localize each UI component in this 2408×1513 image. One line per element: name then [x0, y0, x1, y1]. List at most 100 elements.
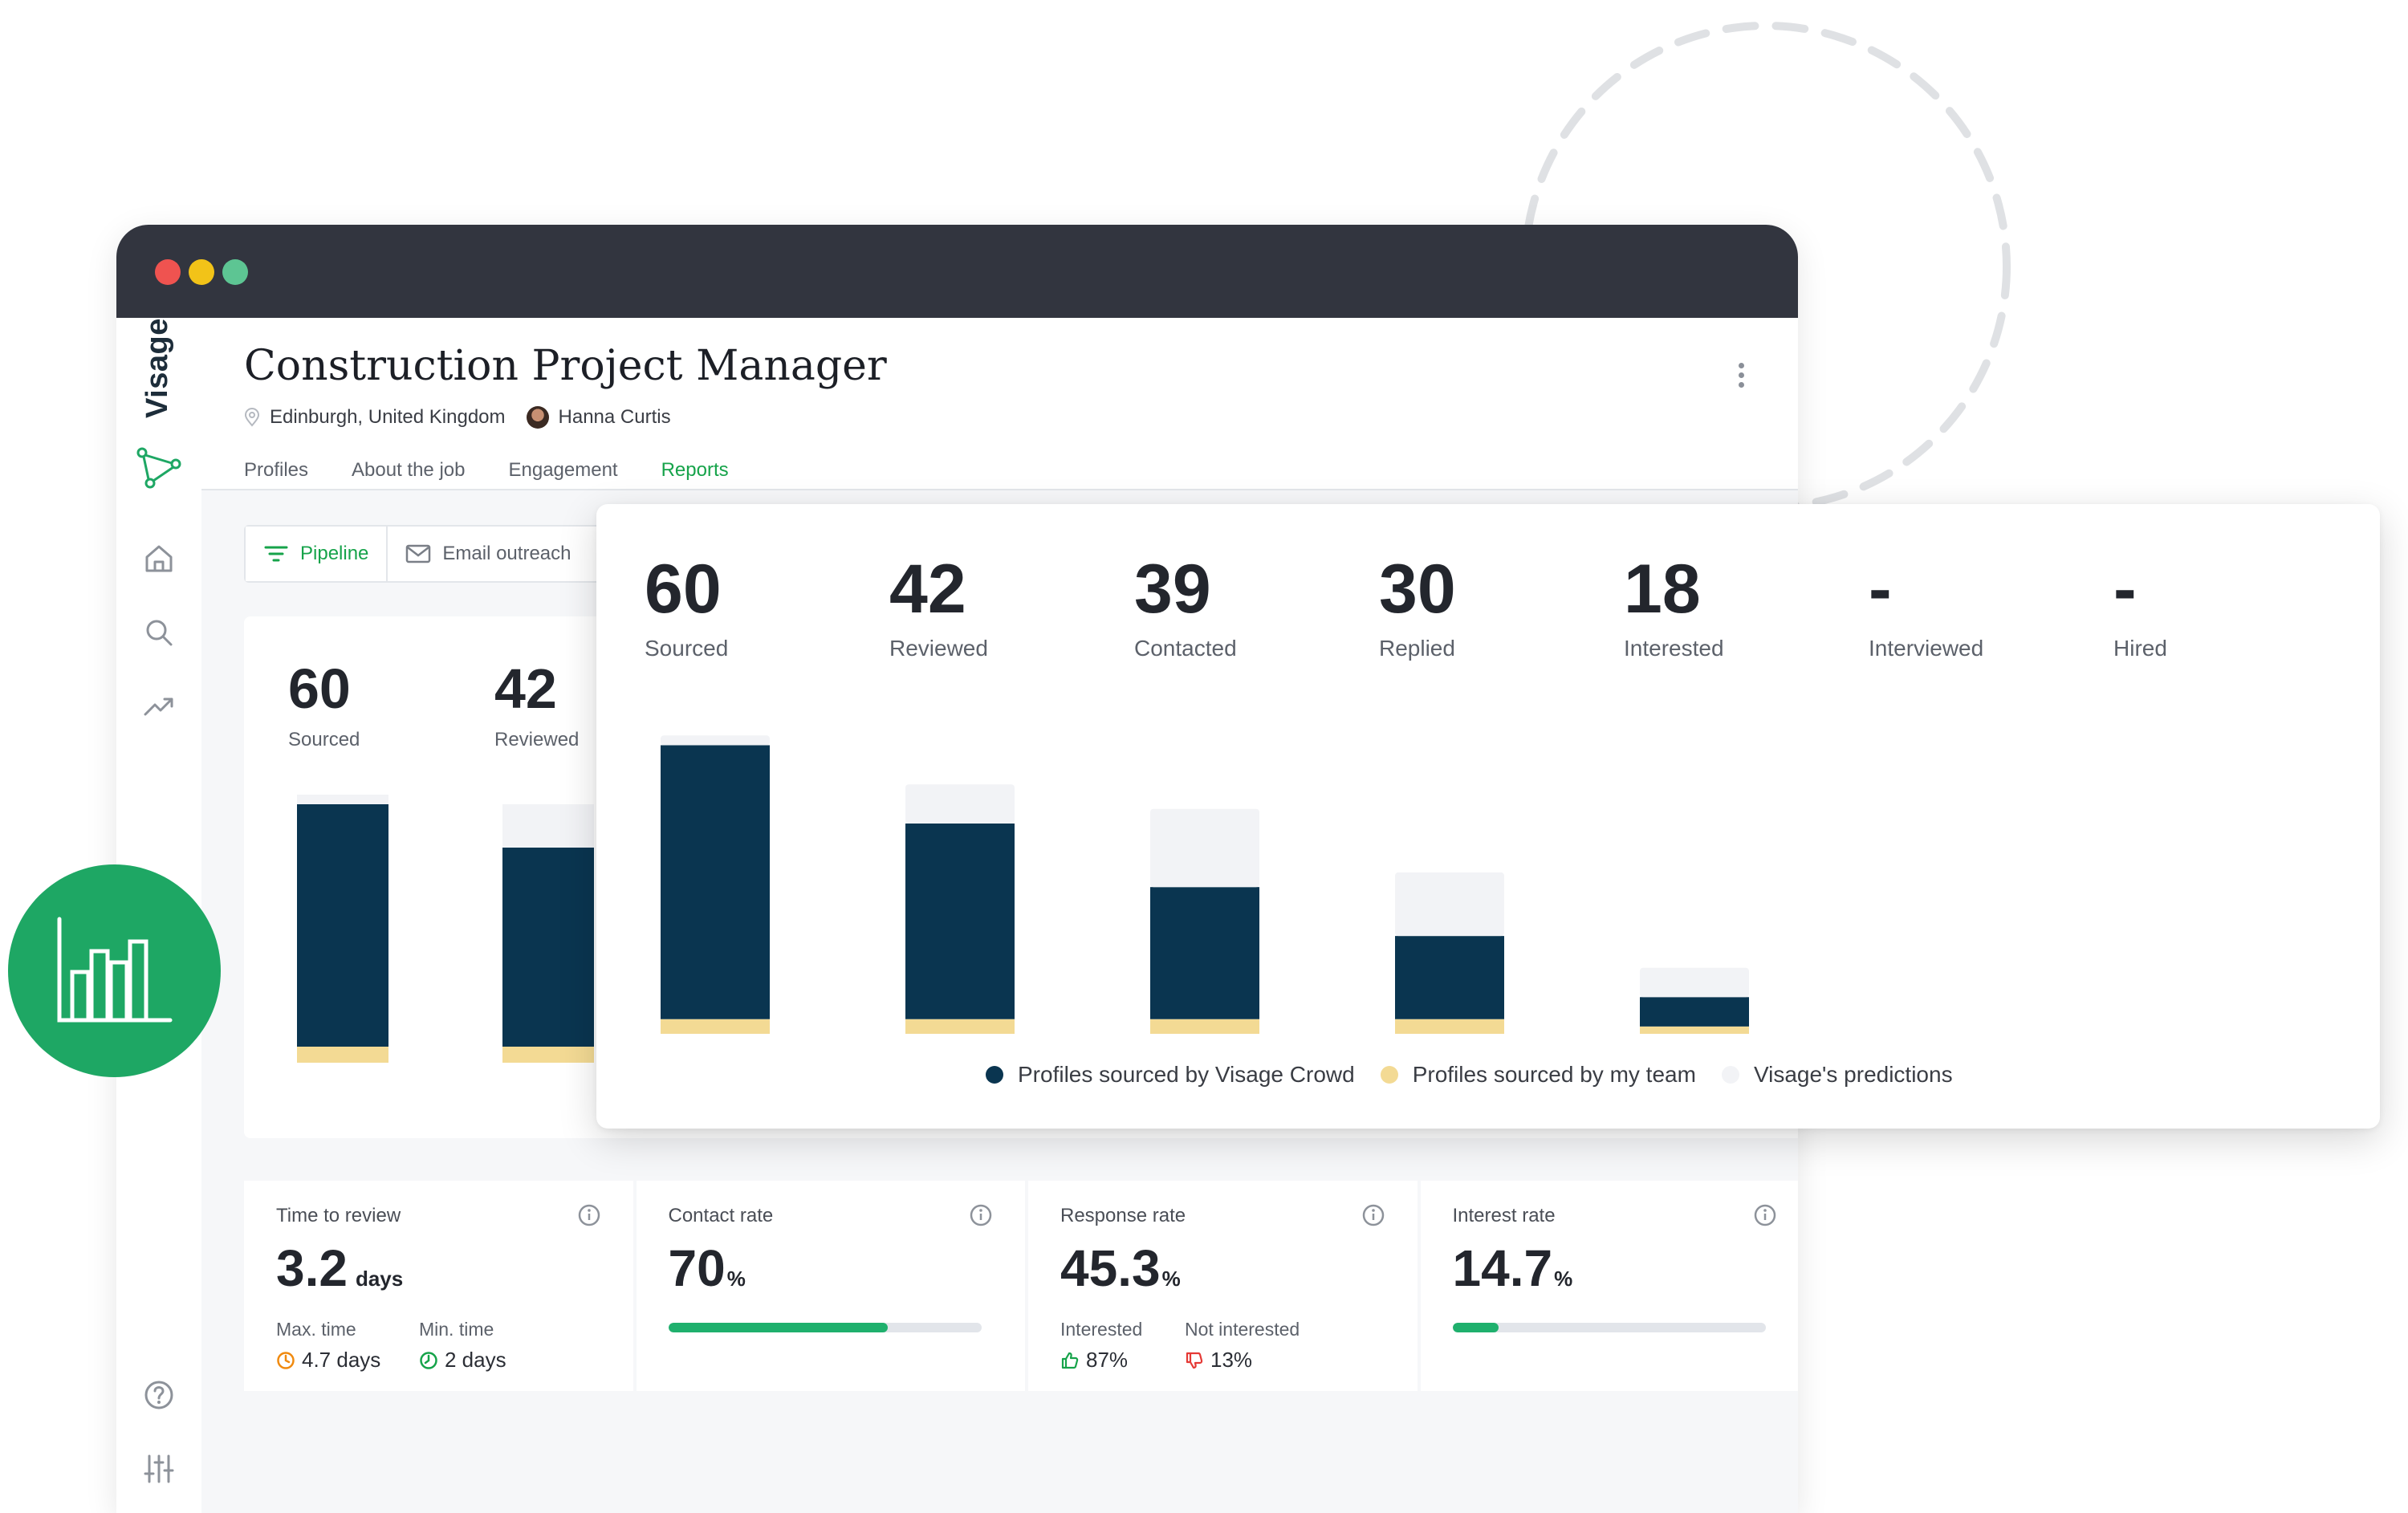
tab-about-the-job[interactable]: About the job: [352, 459, 466, 481]
mail-icon: [406, 544, 431, 563]
stat-title: Contact rate: [668, 1205, 774, 1226]
bar-prediction-interested[interactable]: [1640, 967, 1749, 998]
max-time-label: Max. time: [276, 1319, 356, 1340]
stage-value: 42: [889, 551, 966, 628]
job-meta: Edinburgh, United Kingdom Hanna Curtis: [244, 406, 671, 429]
bg-bar-team: [297, 1047, 388, 1063]
maximize-window-button[interactable]: [222, 259, 248, 285]
bar-team-reviewed[interactable]: [905, 1019, 1015, 1034]
bar-team-sourced[interactable]: [661, 1019, 770, 1034]
owner-avatar: [526, 406, 549, 429]
stage-value: 18: [1624, 551, 1701, 628]
bg-bar-prediction: [502, 804, 594, 848]
contact-rate-progress: [668, 1323, 982, 1332]
pipeline-chart-card: 60 Sourced 42 Reviewed 39 Contacted 30 Replied 1…: [596, 504, 2380, 1129]
stat-value: 3.2 days: [276, 1239, 404, 1297]
stat-title: Time to review: [276, 1205, 401, 1226]
stage-value: -: [2113, 551, 2137, 628]
stage-label: Interested: [1624, 636, 1724, 661]
close-window-button[interactable]: [155, 259, 181, 285]
visage-logo-icon: [136, 447, 181, 489]
bar-prediction-reviewed[interactable]: [905, 784, 1015, 824]
bar-team-replied[interactable]: [1395, 1019, 1504, 1034]
contact-rate-card: Contact rate 70%: [636, 1181, 1025, 1391]
bar-crowd-sourced[interactable]: [661, 745, 770, 1019]
email-outreach-label: Email outreach: [442, 543, 571, 564]
bar-prediction-contacted[interactable]: [1150, 808, 1259, 888]
interest-rate-progress: [1452, 1323, 1766, 1332]
bar-crowd-reviewed[interactable]: [905, 823, 1015, 1019]
progress-fill: [668, 1323, 888, 1332]
legend-item: Profiles sourced by my team: [1380, 1062, 1696, 1088]
job-location: Edinburgh, United Kingdom: [270, 406, 506, 428]
bar-prediction-sourced[interactable]: [661, 735, 770, 746]
bar-crowd-replied[interactable]: [1395, 936, 1504, 1019]
search-icon[interactable]: [143, 616, 175, 649]
not-interested-value: 13%: [1185, 1348, 1252, 1373]
bar-crowd-interested[interactable]: [1640, 997, 1749, 1027]
time-to-review-card: Time to review 3.2 days Max. time Min. ti…: [244, 1181, 633, 1391]
bar-team-contacted[interactable]: [1150, 1019, 1259, 1034]
stat-value: 45.3%: [1060, 1239, 1181, 1297]
info-icon[interactable]: [969, 1203, 993, 1227]
thumbs-down-icon: [1186, 1352, 1203, 1369]
stage-value: 39: [1134, 551, 1211, 628]
chart-legend: Profiles sourced by Visage Crowd Profile…: [986, 1062, 1979, 1088]
visage-logo-text: Visage: [140, 318, 174, 418]
window-titlebar: [116, 225, 1798, 318]
tab-profiles[interactable]: Profiles: [244, 459, 309, 481]
location-pin-icon: [244, 408, 260, 427]
minimize-window-button[interactable]: [189, 259, 214, 285]
reports-badge: [8, 864, 221, 1077]
info-icon[interactable]: [1361, 1203, 1385, 1227]
max-time-value: 4.7 days: [276, 1348, 380, 1373]
stage-label: Replied: [1379, 636, 1455, 661]
bg-stage-value: 42: [494, 657, 557, 720]
help-icon[interactable]: [143, 1379, 175, 1411]
stage-label: Sourced: [645, 636, 729, 661]
response-rate-card: Response rate 45.3% Interested Not inter…: [1028, 1181, 1418, 1391]
stats-row: Time to review 3.2 days Max. time Min. ti…: [244, 1181, 1798, 1391]
pipeline-label: Pipeline: [300, 543, 369, 564]
stage-label: Contacted: [1134, 636, 1237, 661]
stat-value: 14.7%: [1452, 1239, 1573, 1297]
min-time-value: 2 days: [419, 1348, 506, 1373]
min-time-label: Min. time: [419, 1319, 494, 1340]
stage-label: Reviewed: [889, 636, 988, 661]
filter-icon: [264, 546, 288, 562]
thumbs-up-icon: [1061, 1352, 1079, 1369]
trending-icon[interactable]: [143, 690, 175, 722]
pipeline-bar-chart: [661, 735, 1749, 1034]
clock-icon: [420, 1351, 437, 1369]
pipeline-tab[interactable]: Pipeline: [246, 527, 388, 581]
interested-label: Interested: [1060, 1319, 1143, 1340]
bar-team-interested[interactable]: [1640, 1026, 1749, 1034]
bg-bar-team: [502, 1047, 594, 1063]
bar-crowd-contacted[interactable]: [1150, 887, 1259, 1019]
progress-fill: [1452, 1323, 1499, 1332]
info-icon[interactable]: [1753, 1203, 1777, 1227]
stage-label: Hired: [2113, 636, 2167, 661]
email-outreach-tab[interactable]: Email outreach: [388, 527, 588, 581]
more-options-icon[interactable]: [1737, 363, 1745, 390]
not-interested-label: Not interested: [1185, 1319, 1300, 1340]
job-header: Construction Project Manager Edinburgh, …: [201, 318, 1798, 490]
interested-value: 87%: [1060, 1348, 1128, 1373]
settings-sliders-icon[interactable]: [143, 1453, 175, 1485]
job-owner[interactable]: Hanna Curtis: [558, 406, 671, 428]
bar-prediction-replied[interactable]: [1395, 872, 1504, 937]
tab-engagement[interactable]: Engagement: [508, 459, 618, 481]
stage-value: -: [1869, 551, 1892, 628]
info-icon[interactable]: [577, 1203, 601, 1227]
bg-stage-label: Sourced: [288, 729, 360, 750]
legend-item: Profiles sourced by Visage Crowd: [986, 1062, 1355, 1088]
tab-reports[interactable]: Reports: [661, 459, 729, 481]
stage-value: 30: [1379, 551, 1456, 628]
stage-label: Interviewed: [1869, 636, 1984, 661]
stat-value: 70%: [668, 1239, 746, 1297]
home-icon[interactable]: [143, 543, 175, 575]
bg-bar-prediction: [297, 795, 388, 804]
stat-title: Response rate: [1060, 1205, 1186, 1226]
bar-chart-icon: [57, 917, 173, 1023]
stat-title: Interest rate: [1452, 1205, 1556, 1226]
